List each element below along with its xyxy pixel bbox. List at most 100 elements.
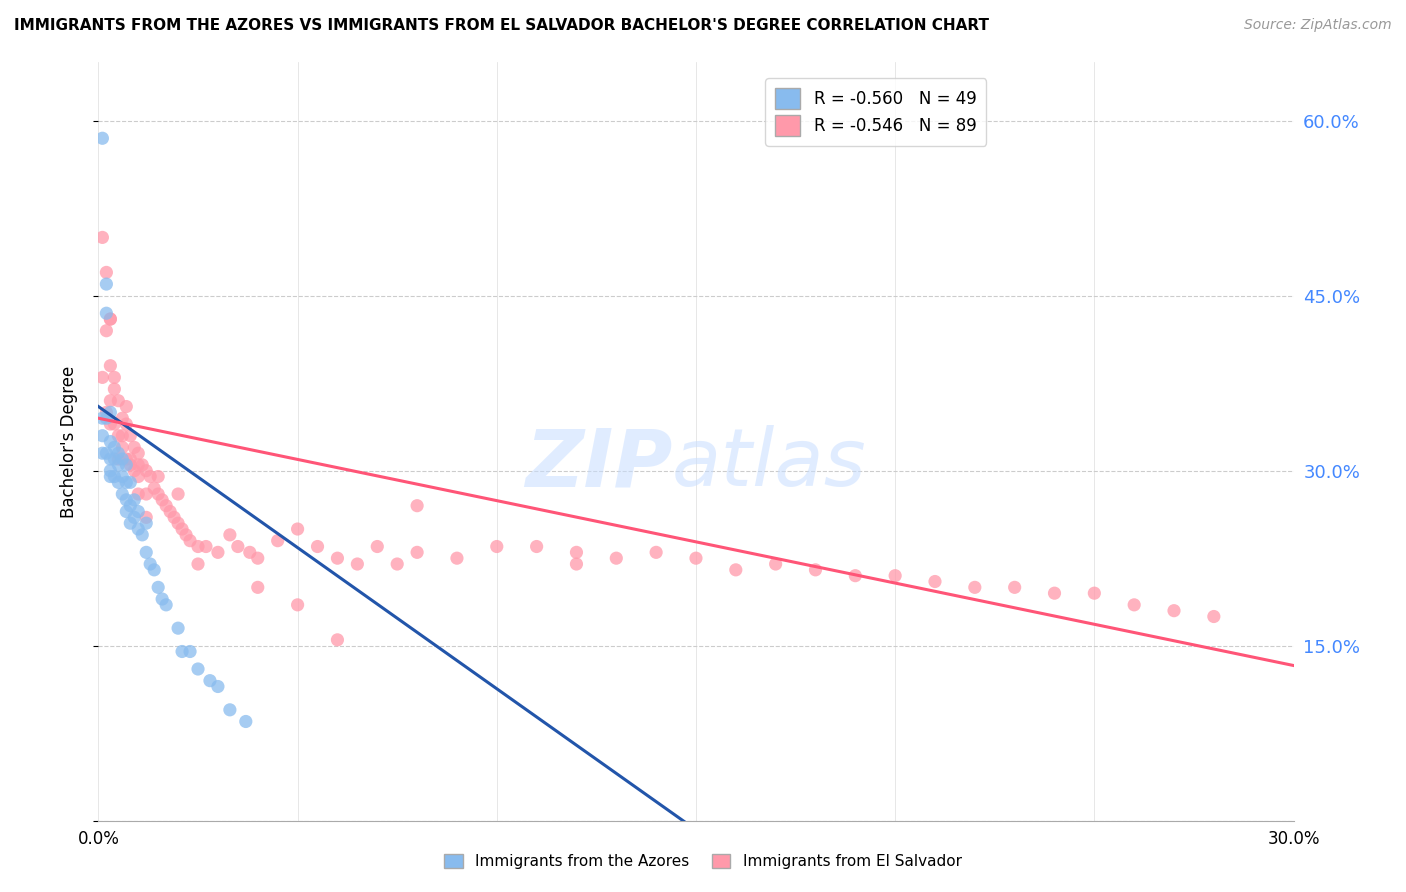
Point bbox=[98, 405, 122, 419]
Point bbox=[1043, 586, 1066, 600]
Point bbox=[124, 492, 146, 507]
Point bbox=[107, 428, 129, 442]
Point bbox=[127, 458, 149, 472]
Point bbox=[115, 452, 138, 467]
Point bbox=[187, 662, 209, 676]
Point bbox=[485, 540, 508, 554]
Point bbox=[1202, 609, 1225, 624]
Point bbox=[844, 568, 866, 582]
Point bbox=[645, 545, 668, 559]
Point bbox=[91, 446, 114, 460]
Point bbox=[98, 452, 122, 467]
Point bbox=[124, 464, 146, 478]
Point bbox=[91, 411, 114, 425]
Point bbox=[96, 411, 118, 425]
Point bbox=[120, 516, 142, 531]
Text: IMMIGRANTS FROM THE AZORES VS IMMIGRANTS FROM EL SALVADOR BACHELOR'S DEGREE CORR: IMMIGRANTS FROM THE AZORES VS IMMIGRANTS… bbox=[14, 18, 988, 33]
Point bbox=[326, 551, 349, 566]
Point bbox=[366, 540, 388, 554]
Point bbox=[115, 475, 138, 490]
Point bbox=[96, 306, 118, 320]
Point bbox=[207, 680, 229, 694]
Point bbox=[98, 359, 122, 373]
Point bbox=[143, 563, 166, 577]
Point bbox=[246, 551, 269, 566]
Point bbox=[148, 487, 170, 501]
Point bbox=[120, 499, 142, 513]
Point bbox=[111, 441, 134, 455]
Point bbox=[685, 551, 707, 566]
Point bbox=[150, 492, 173, 507]
Point bbox=[148, 469, 170, 483]
Point bbox=[963, 580, 986, 594]
Point bbox=[98, 464, 122, 478]
Legend: Immigrants from the Azores, Immigrants from El Salvador: Immigrants from the Azores, Immigrants f… bbox=[439, 848, 967, 875]
Point bbox=[111, 428, 134, 442]
Point bbox=[385, 557, 409, 571]
Point bbox=[287, 522, 309, 536]
Point bbox=[139, 557, 162, 571]
Point bbox=[226, 540, 249, 554]
Point bbox=[163, 510, 186, 524]
Point bbox=[326, 632, 349, 647]
Point bbox=[115, 417, 138, 431]
Point bbox=[159, 504, 181, 518]
Point bbox=[127, 469, 149, 483]
Point bbox=[98, 469, 122, 483]
Point bbox=[135, 516, 157, 531]
Point bbox=[115, 400, 138, 414]
Point bbox=[96, 324, 118, 338]
Point bbox=[804, 563, 827, 577]
Point bbox=[605, 551, 627, 566]
Point bbox=[174, 528, 197, 542]
Text: atlas: atlas bbox=[672, 425, 868, 503]
Point bbox=[120, 452, 142, 467]
Point bbox=[98, 434, 122, 449]
Point bbox=[91, 428, 114, 442]
Point bbox=[115, 492, 138, 507]
Point bbox=[120, 458, 142, 472]
Point bbox=[111, 487, 134, 501]
Point bbox=[246, 580, 269, 594]
Point bbox=[111, 469, 134, 483]
Point bbox=[107, 475, 129, 490]
Point bbox=[91, 230, 114, 244]
Point bbox=[103, 452, 125, 467]
Point bbox=[103, 441, 125, 455]
Point bbox=[120, 428, 142, 442]
Point bbox=[124, 510, 146, 524]
Point bbox=[724, 563, 747, 577]
Point bbox=[135, 487, 157, 501]
Point bbox=[98, 312, 122, 326]
Point bbox=[98, 417, 122, 431]
Point bbox=[167, 621, 190, 635]
Point bbox=[167, 487, 190, 501]
Point bbox=[107, 452, 129, 467]
Point bbox=[135, 545, 157, 559]
Point bbox=[135, 510, 157, 524]
Point bbox=[103, 370, 125, 384]
Legend: R = -0.560   N = 49, R = -0.546   N = 89: R = -0.560 N = 49, R = -0.546 N = 89 bbox=[765, 78, 987, 145]
Point bbox=[131, 458, 153, 472]
Point bbox=[1004, 580, 1026, 594]
Point bbox=[765, 557, 787, 571]
Point bbox=[406, 499, 429, 513]
Point bbox=[198, 673, 221, 688]
Point bbox=[884, 568, 907, 582]
Point bbox=[91, 131, 114, 145]
Point bbox=[111, 452, 134, 467]
Point bbox=[267, 533, 290, 548]
Point bbox=[143, 481, 166, 495]
Point bbox=[127, 504, 149, 518]
Point bbox=[150, 592, 173, 607]
Point bbox=[91, 370, 114, 384]
Point bbox=[1163, 604, 1185, 618]
Point bbox=[187, 557, 209, 571]
Point bbox=[565, 557, 588, 571]
Point bbox=[107, 393, 129, 408]
Point bbox=[96, 265, 118, 279]
Point bbox=[103, 382, 125, 396]
Point bbox=[446, 551, 468, 566]
Point bbox=[107, 446, 129, 460]
Text: Source: ZipAtlas.com: Source: ZipAtlas.com bbox=[1244, 18, 1392, 32]
